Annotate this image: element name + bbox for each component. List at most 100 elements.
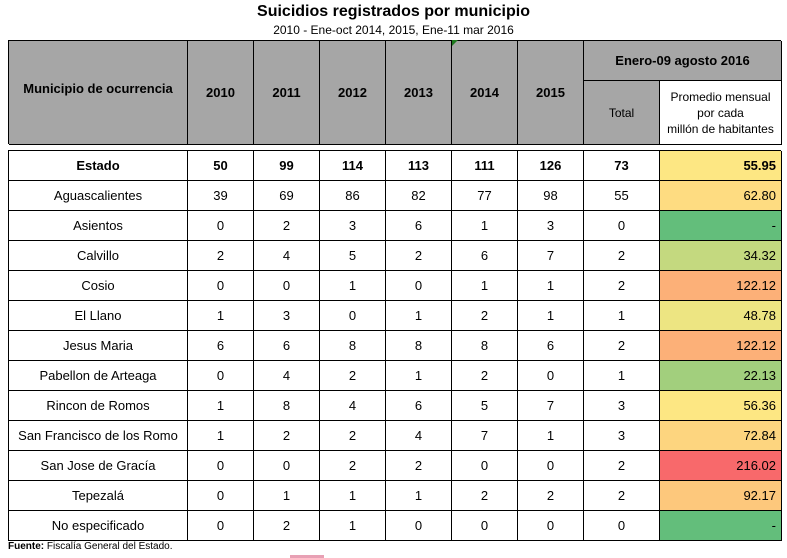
row-year-value: 6 [518,331,584,361]
row-total-value: 1 [584,361,660,391]
header-promedio: Promedio mensual por cada millón de habi… [660,81,782,145]
row-total-value: 0 [584,511,660,541]
source-label: Fuente: [8,541,45,552]
row-year-value: 0 [518,361,584,391]
selection-marker [290,555,324,558]
row-year-value: 6 [188,331,254,361]
row-municipio: San Francisco de los Romo [9,421,188,451]
row-year-value: 1 [188,301,254,331]
row-year-value: 6 [386,391,452,421]
row-year-value: 0 [518,451,584,481]
row-year-value: 1 [386,361,452,391]
row-municipio: Tepezalá [9,481,188,511]
row-year-value: 111 [452,151,518,181]
row-year-value: 1 [320,511,386,541]
row-municipio: No especificado [9,511,188,541]
row-year-value: 1 [452,211,518,241]
row-municipio: Jesus Maria [9,331,188,361]
header-year-2013: 2013 [386,41,452,145]
row-year-value: 2 [254,211,320,241]
row-promedio-value: 22.13 [660,361,782,391]
source-note: Fuente: Fiscalía General del Estado. [8,540,173,553]
row-year-value: 2 [518,481,584,511]
header-year-2014: 2014 [452,41,518,145]
page-subtitle: 2010 - Ene-oct 2014, 2015, Ene-11 mar 20… [273,23,514,37]
row-year-value: 0 [188,511,254,541]
row-year-value: 4 [254,241,320,271]
source-text: Fiscalía General del Estado. [44,541,173,552]
row-year-value: 0 [254,451,320,481]
row-promedio-value: 122.12 [660,331,782,361]
row-total-value: 73 [584,151,660,181]
row-year-value: 98 [518,181,584,211]
row-municipio: Asientos [9,211,188,241]
row-year-value: 1 [320,481,386,511]
row-year-value: 2 [188,241,254,271]
row-year-value: 0 [320,301,386,331]
row-year-value: 0 [188,451,254,481]
row-promedio-value: 216.02 [660,451,782,481]
row-year-value: 0 [188,211,254,241]
page-title: Suicidios registrados por municipio [257,3,530,20]
row-municipio: El Llano [9,301,188,331]
row-year-value: 2 [386,451,452,481]
row-promedio-value: 62.80 [660,181,782,211]
row-year-value: 0 [188,271,254,301]
row-year-value: 77 [452,181,518,211]
row-year-value: 1 [518,301,584,331]
row-year-value: 1 [254,481,320,511]
table-body: Estado 50 99 114 113 111 126 73 55.95 Aguascalien… [8,150,782,541]
row-year-value: 8 [452,331,518,361]
row-total-value: 1 [584,301,660,331]
header-year-2010: 2010 [188,41,254,145]
row-year-value: 39 [188,181,254,211]
header-municipio: Municipio de ocurrencia [9,41,188,145]
row-year-value: 99 [254,151,320,181]
row-year-value: 2 [320,421,386,451]
row-year-value: 1 [320,271,386,301]
row-year-value: 0 [452,451,518,481]
row-year-value: 113 [386,151,452,181]
row-municipio: Estado [9,151,188,181]
row-year-value: 2 [254,421,320,451]
row-municipio: San Jose de Gracía [9,451,188,481]
row-year-value: 2 [320,451,386,481]
row-promedio-value: 48.78 [660,301,782,331]
row-promedio-value: - [660,511,782,541]
row-total-value: 3 [584,421,660,451]
row-year-value: 0 [188,481,254,511]
row-year-value: 0 [518,511,584,541]
row-total-value: 2 [584,241,660,271]
row-municipio: Cosio [9,271,188,301]
row-year-value: 5 [320,241,386,271]
comment-indicator-icon [452,40,458,46]
header-year-2012: 2012 [320,41,386,145]
row-year-value: 8 [320,331,386,361]
row-year-value: 3 [320,211,386,241]
row-year-value: 8 [386,331,452,361]
row-municipio: Aguascalientes [9,181,188,211]
row-year-value: 4 [386,421,452,451]
header-year-2015: 2015 [518,41,584,145]
row-year-value: 7 [518,241,584,271]
row-year-value: 4 [254,361,320,391]
row-year-value: 1 [188,421,254,451]
row-year-value: 2 [452,301,518,331]
row-year-value: 2 [386,241,452,271]
row-year-value: 0 [452,511,518,541]
row-year-value: 0 [188,361,254,391]
row-municipio: Calvillo [9,241,188,271]
row-year-value: 0 [386,511,452,541]
header-total: Total [584,81,660,145]
row-year-value: 0 [254,271,320,301]
row-year-value: 3 [518,211,584,241]
row-promedio-value: 122.12 [660,271,782,301]
row-total-value: 2 [584,451,660,481]
row-promedio-value: 55.95 [660,151,782,181]
row-year-value: 1 [518,421,584,451]
row-total-value: 0 [584,211,660,241]
row-year-value: 2 [254,511,320,541]
row-year-value: 86 [320,181,386,211]
row-promedio-value: 56.36 [660,391,782,421]
row-year-value: 50 [188,151,254,181]
